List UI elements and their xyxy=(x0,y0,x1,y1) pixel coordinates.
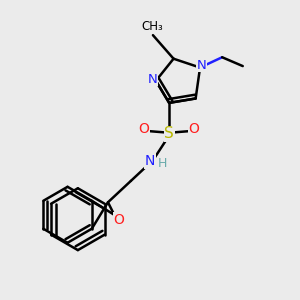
Text: CH₃: CH₃ xyxy=(142,20,163,33)
Text: S: S xyxy=(164,126,174,141)
Text: N: N xyxy=(145,154,155,168)
Text: H: H xyxy=(158,157,167,170)
Text: O: O xyxy=(139,122,149,136)
Text: N: N xyxy=(148,73,157,86)
Text: O: O xyxy=(189,122,200,136)
Text: O: O xyxy=(113,213,124,227)
Text: N: N xyxy=(197,59,206,72)
